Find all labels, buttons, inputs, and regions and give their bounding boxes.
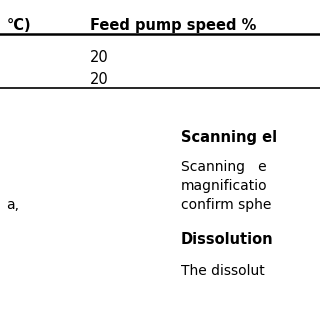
Text: The dissolut: The dissolut — [181, 264, 265, 278]
Text: Feed pump speed %: Feed pump speed % — [90, 18, 256, 33]
Text: 20: 20 — [90, 72, 108, 87]
Text: confirm sphe: confirm sphe — [181, 198, 271, 212]
Text: Dissolution: Dissolution — [181, 232, 273, 247]
Text: °C): °C) — [6, 18, 31, 33]
Text: magnificatio: magnificatio — [181, 179, 268, 193]
Text: Scanning el: Scanning el — [181, 130, 277, 145]
Text: Scanning   e: Scanning e — [181, 160, 267, 174]
Text: 20: 20 — [90, 50, 108, 65]
Text: a,: a, — [6, 198, 20, 212]
